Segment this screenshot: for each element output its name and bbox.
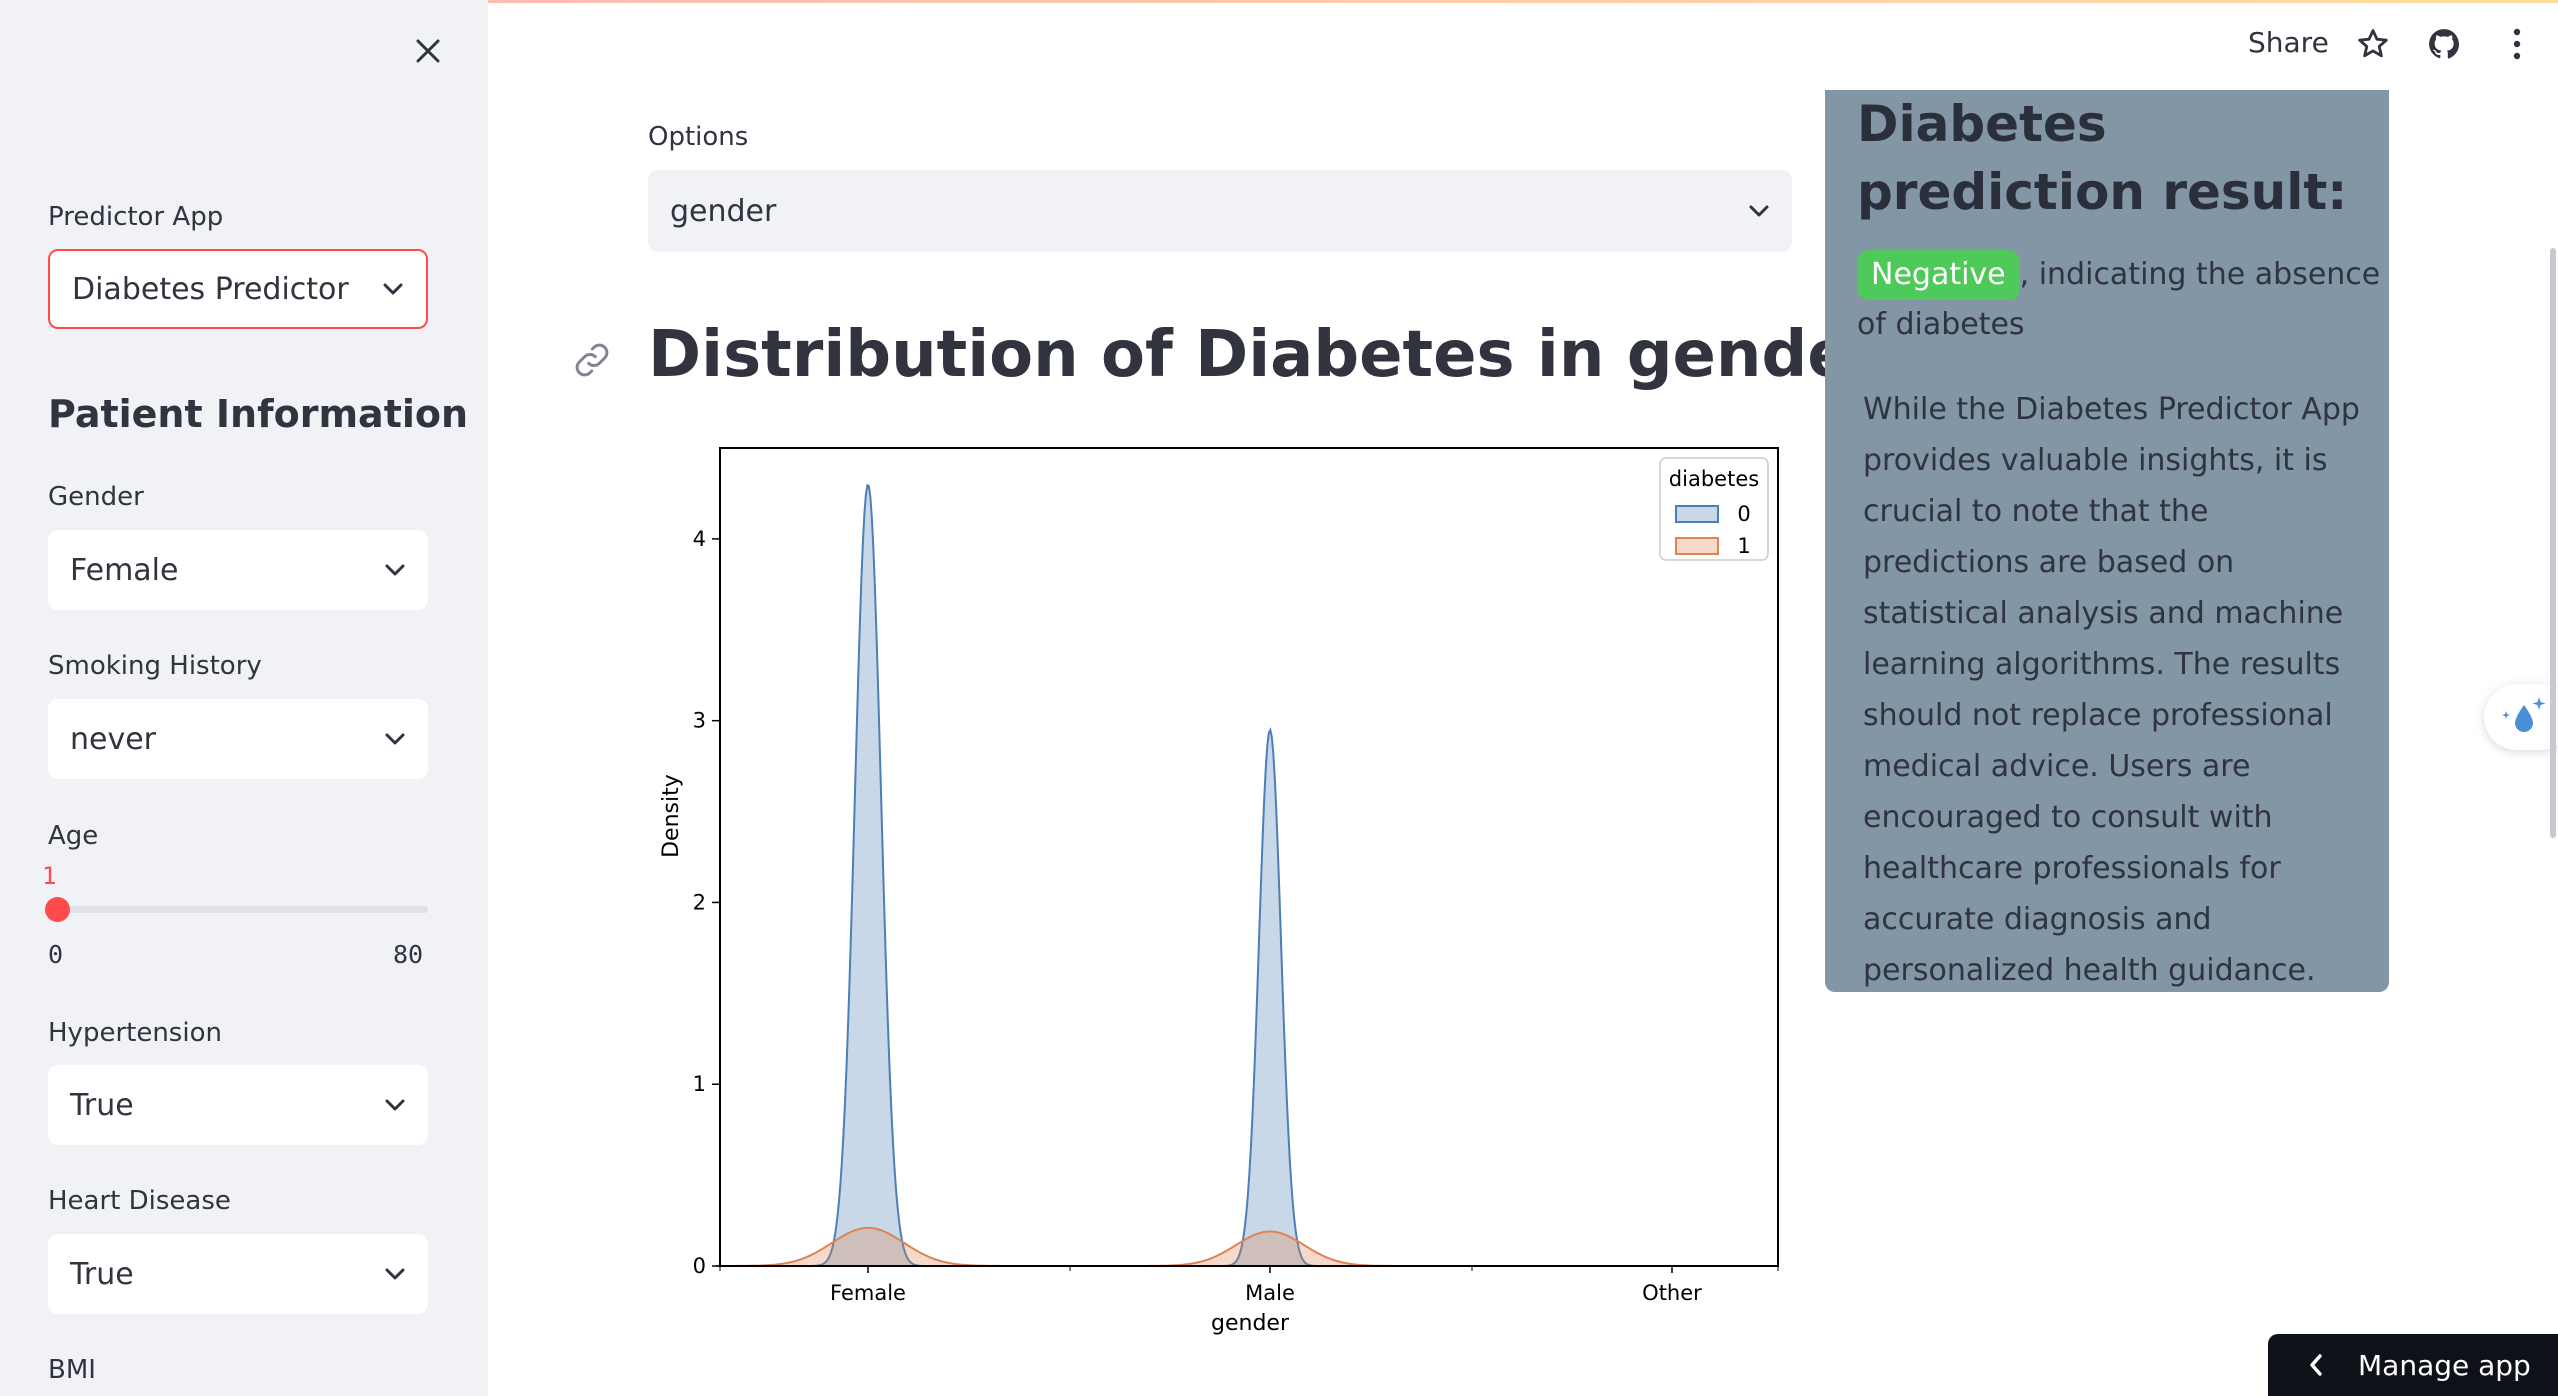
predictor-app-label: Predictor App (48, 202, 224, 232)
chevron-left-icon (2310, 1354, 2322, 1376)
series-1-area-female (716, 1227, 1020, 1266)
smoking-history-label: Smoking History (48, 651, 262, 681)
age-slider-max: 80 (393, 940, 424, 969)
heart-disease-value: True (70, 1256, 134, 1292)
share-button[interactable]: Share (2248, 26, 2329, 59)
star-icon (2358, 29, 2388, 58)
gender-label: Gender (48, 482, 144, 512)
age-slider-value: 1 (42, 862, 57, 890)
legend-swatch-1 (1675, 537, 1719, 555)
main-menu-button[interactable] (2497, 24, 2537, 64)
x-axis-label: gender (1211, 1311, 1290, 1336)
close-icon (416, 39, 440, 63)
patient-information-heading: Patient Information (48, 392, 469, 436)
chevron-down-icon (385, 1268, 405, 1280)
gender-select[interactable]: Female (48, 530, 428, 610)
predictor-app-value: Diabetes Predictor (72, 271, 349, 307)
manage-app-button[interactable]: Manage app (2268, 1334, 2558, 1396)
age-slider-track[interactable] (52, 906, 428, 913)
heart-disease-select[interactable]: True (48, 1234, 428, 1314)
predictor-app-select[interactable]: Diabetes Predictor (48, 249, 428, 329)
sidebar: Predictor App Diabetes Predictor Patient… (0, 0, 488, 1396)
top-accent-line (0, 0, 2558, 3)
age-slider-min: 0 (48, 940, 64, 969)
distribution-heading: Distribution of Diabetes in gender (648, 318, 1883, 392)
legend-box (1659, 457, 1769, 561)
bmi-label: BMI (48, 1355, 96, 1385)
github-button[interactable] (2424, 24, 2464, 64)
hypertension-value: True (70, 1087, 134, 1123)
legend-swatch-0 (1675, 505, 1719, 523)
x-tick-label: Other (1642, 1281, 1702, 1305)
options-select[interactable]: gender (648, 170, 1792, 252)
options-value: gender (670, 193, 777, 229)
water-drop-sparkle-icon (2502, 697, 2546, 732)
y-tick-label: 3 (693, 709, 706, 733)
smoking-history-select[interactable]: never (48, 699, 428, 779)
chevron-down-icon (1749, 205, 1769, 217)
y-tick-label: 4 (693, 527, 706, 551)
series-0-area-female (813, 485, 923, 1266)
manage-app-label: Manage app (2358, 1348, 2531, 1382)
heart-disease-label: Heart Disease (48, 1186, 231, 1216)
series-0-line-female (813, 483, 922, 1267)
gender-value: Female (70, 552, 179, 588)
result-disclaimer: While the Diabetes Predictor App provide… (1863, 392, 2360, 988)
chevron-down-icon (385, 733, 405, 745)
floating-assistant-button[interactable] (2484, 684, 2558, 750)
x-tick-label: Male (1245, 1281, 1295, 1305)
series-1-area-male (1127, 1231, 1413, 1266)
smoking-history-value: never (70, 721, 157, 757)
density-chart: 0 1 2 3 4 Female Male Other gender Density diabete… (659, 447, 1779, 1336)
github-icon (2429, 29, 2460, 59)
legend-label-0: 0 (1737, 502, 1750, 526)
result-summary: Negative, indicating the absence of diab… (1857, 250, 2387, 350)
heading-anchor-button[interactable] (572, 340, 612, 380)
x-tick-label: Female (830, 1281, 906, 1305)
prediction-result-card: Diabetes prediction result: Negative, in… (1825, 90, 2389, 992)
close-sidebar-button[interactable] (405, 28, 451, 74)
age-slider-thumb[interactable] (44, 897, 70, 922)
result-summary-text: , indicating the absence of diabetes (1857, 257, 2381, 342)
result-title: Diabetes prediction result: (1857, 95, 2348, 221)
chevron-down-icon (385, 564, 405, 576)
legend-label-1: 1 (1737, 534, 1750, 558)
chevron-down-icon (385, 1099, 405, 1111)
y-axis-label: Density (659, 774, 684, 858)
star-button[interactable] (2353, 24, 2393, 64)
legend-title: diabetes (1669, 467, 1759, 491)
plot-frame (719, 447, 1779, 1267)
series-0-line-male (1223, 727, 1316, 1267)
result-badge: Negative (1857, 250, 2020, 300)
more-vertical-icon (2513, 28, 2521, 60)
options-label: Options (648, 122, 749, 152)
hypertension-select[interactable]: True (48, 1065, 428, 1145)
link-icon (575, 343, 609, 377)
series-0-area-male (1223, 730, 1317, 1266)
y-tick-label: 0 (693, 1254, 706, 1278)
chevron-down-icon (383, 283, 403, 295)
y-tick-label: 1 (693, 1072, 706, 1096)
age-label: Age (48, 821, 99, 851)
hypertension-label: Hypertension (48, 1018, 222, 1048)
y-tick-label: 2 (693, 890, 706, 914)
page-scrollbar[interactable] (2550, 248, 2556, 838)
